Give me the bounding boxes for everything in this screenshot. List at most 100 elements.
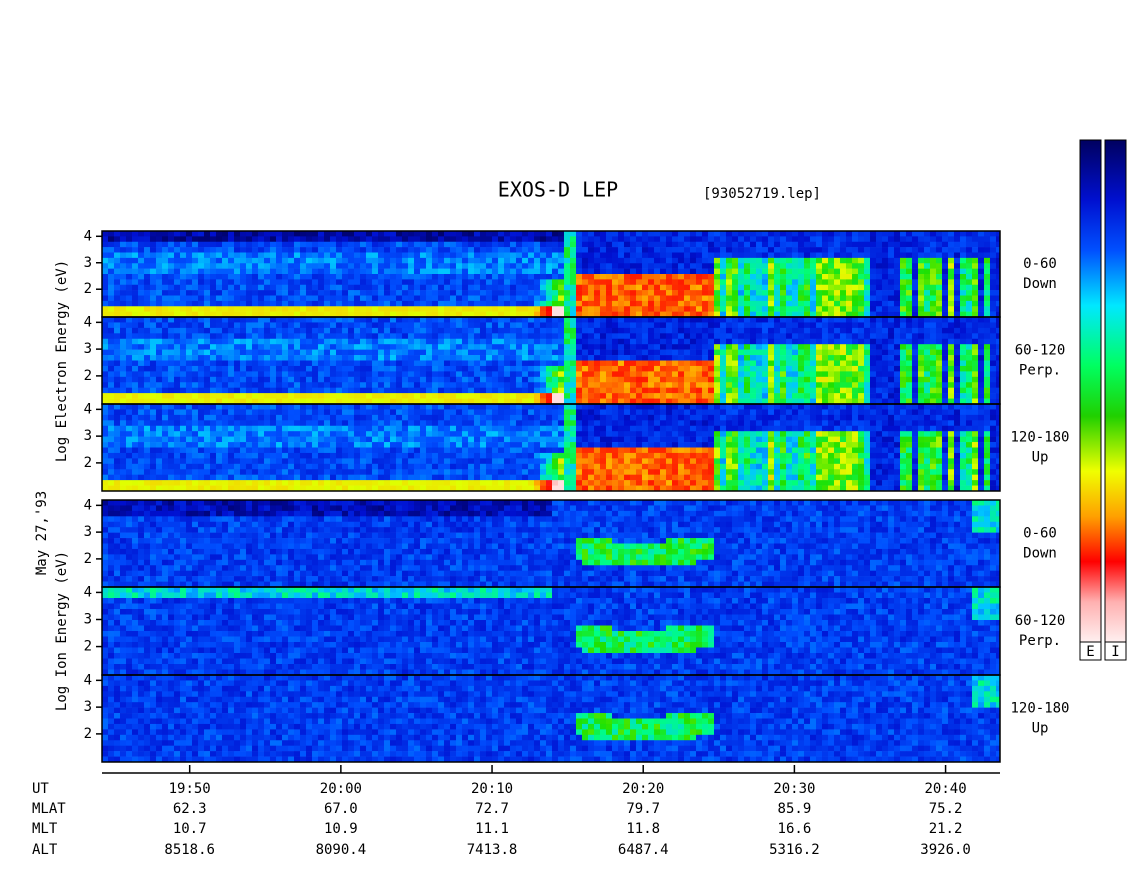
spectrogram-cell — [240, 236, 247, 243]
spectrogram-cell — [168, 327, 175, 334]
spectrogram-cell — [768, 393, 775, 399]
spectrogram-cell — [834, 300, 841, 307]
spectrogram-cell — [912, 290, 919, 296]
spectrogram-cell — [720, 398, 727, 405]
spectrogram-cell — [426, 284, 433, 291]
spectrogram-cell — [786, 398, 793, 405]
spectrogram-cell — [522, 349, 529, 356]
spectrogram-cell — [678, 398, 685, 405]
spectrogram-cell — [804, 257, 811, 264]
spectrogram-cell — [624, 252, 631, 259]
spectrogram-cell — [360, 387, 367, 394]
spectrogram-cell — [864, 257, 871, 264]
spectrogram-cell — [354, 290, 361, 296]
spectrogram-cell — [804, 247, 811, 253]
spectrogram-cell — [894, 322, 901, 329]
spectrogram-cell — [156, 284, 163, 291]
spectrogram-cell — [210, 387, 217, 394]
spectrogram-cell — [516, 295, 523, 302]
spectrogram-cell — [864, 393, 871, 399]
spectrogram-cell — [216, 365, 223, 372]
spectrogram-cell — [588, 398, 595, 405]
spectrogram-cell — [630, 371, 637, 378]
spectrogram-cell — [924, 349, 931, 356]
spectrogram-cell — [216, 236, 223, 243]
spectrogram-cell — [582, 387, 589, 394]
spectrogram-cell — [252, 398, 259, 405]
spectrogram-cell — [456, 355, 463, 361]
spectrogram-cell — [384, 333, 391, 340]
spectrogram-cell — [486, 393, 493, 399]
spectrogram-cell — [456, 247, 463, 253]
spectrogram-cell — [606, 263, 613, 269]
spectrogram-cell — [684, 376, 691, 383]
spectrogram-cell — [462, 263, 469, 269]
spectrogram-cell — [306, 268, 313, 275]
spectrogram-cell — [774, 344, 781, 350]
spectrogram-cell — [990, 327, 997, 334]
spectrogram-cell — [966, 279, 973, 286]
spectrogram-cell — [624, 317, 631, 323]
spectrogram-cell — [960, 333, 967, 340]
spectrogram-cell — [336, 338, 343, 345]
spectrogram-cell — [876, 338, 883, 345]
spectrogram-cell — [792, 344, 799, 350]
spectrogram-cell — [714, 333, 721, 340]
spectrogram-cell — [240, 327, 247, 334]
spectrogram-cell — [642, 317, 649, 323]
spectrogram-cell — [102, 393, 109, 399]
spectrogram-cell — [252, 263, 259, 269]
spectrogram-cell — [642, 263, 649, 269]
spectrogram-cell — [534, 252, 541, 259]
spectrogram-cell — [624, 338, 631, 345]
spectrogram-cell — [828, 257, 835, 264]
spectrogram-cell — [324, 327, 331, 334]
spectrogram-cell — [192, 290, 199, 296]
spectrogram-cell — [906, 306, 913, 312]
spectrogram-cell — [708, 322, 715, 329]
spectrogram-cell — [486, 317, 493, 323]
spectrogram-cell — [636, 306, 643, 312]
spectrogram-cell — [168, 360, 175, 367]
spectrogram-cell — [600, 317, 607, 323]
spectrogram-cell — [804, 263, 811, 269]
spectrogram-cell — [738, 241, 745, 248]
spectrogram-cell — [612, 279, 619, 286]
spectrogram-cell — [756, 317, 763, 323]
spectrogram-cell — [960, 360, 967, 367]
spectrogram-cell — [480, 274, 487, 280]
spectrogram-cell — [102, 458, 109, 465]
spectrogram-cell — [582, 263, 589, 269]
spectrogram-cell — [360, 349, 367, 356]
spectrogram-cell — [954, 317, 961, 323]
spectrogram-cell — [528, 317, 535, 323]
spectrogram-cell — [714, 252, 721, 259]
spectrogram-cell — [528, 360, 535, 367]
spectrogram-cell — [918, 311, 925, 318]
spectrogram-cell — [972, 263, 979, 269]
spectrogram-cell — [480, 382, 487, 388]
spectrogram-cell — [978, 311, 985, 318]
spectrogram-cell — [456, 274, 463, 280]
spectrogram-cell — [930, 333, 937, 340]
spectrogram-cell — [918, 355, 925, 361]
spectrogram-cell — [630, 317, 637, 323]
spectrogram-cell — [330, 393, 337, 399]
spectrogram-cell — [912, 268, 919, 275]
spectrogram-cell — [336, 355, 343, 361]
spectrogram-cell — [672, 317, 679, 323]
spectrogram-cell — [216, 295, 223, 302]
spectrogram-cell — [882, 376, 889, 383]
spectrogram-cell — [246, 338, 253, 345]
spectrogram-cell — [426, 333, 433, 340]
spectrogram-cell — [120, 236, 127, 243]
spectrogram-cell — [234, 247, 241, 253]
spectrogram-cell — [174, 290, 181, 296]
spectrogram-cell — [456, 241, 463, 248]
spectrogram-cell — [330, 322, 337, 329]
spectrogram-cell — [972, 371, 979, 378]
spectrogram-cell — [732, 398, 739, 405]
spectrogram-cell — [510, 236, 517, 243]
spectrogram-cell — [186, 311, 193, 318]
spectrogram-cell — [354, 338, 361, 345]
